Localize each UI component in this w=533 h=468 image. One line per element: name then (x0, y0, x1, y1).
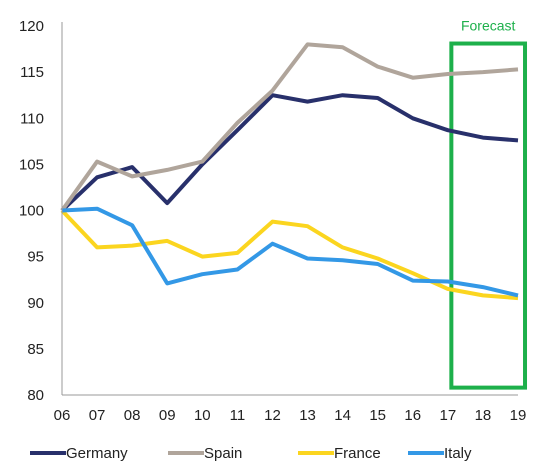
forecast-label: Forecast (461, 18, 516, 34)
series-line-italy (61, 206, 519, 298)
forecast-box (449, 41, 528, 390)
y-tick-label: 85 (27, 341, 44, 358)
x-tick-label: 17 (440, 407, 457, 424)
x-tick-label: 09 (159, 407, 176, 424)
axes: 80 85 90 95 100 105 110 115 120 06 07 08 09 10 11 12 13 1… (19, 18, 526, 424)
y-tick-label: 110 (20, 110, 44, 127)
series-layer (60, 42, 519, 301)
x-tick-label: 13 (299, 407, 316, 424)
x-tick-label: 07 (89, 407, 106, 424)
x-tick-label: 12 (264, 407, 281, 424)
x-tick-label: 15 (369, 407, 386, 424)
series-line-spain (60, 42, 519, 212)
legend-label-germany: Germany (66, 445, 128, 462)
x-tick-label: 18 (475, 407, 492, 424)
y-tick-label: 120 (19, 18, 44, 35)
x-tick-label: 08 (124, 407, 141, 424)
legend-label-france: France (334, 445, 381, 462)
x-tick-label: 16 (404, 407, 421, 424)
y-tick-label: 95 (27, 249, 44, 266)
x-tick-label: 14 (334, 407, 351, 424)
x-tick-label: 06 (54, 407, 71, 424)
x-tick-label: 10 (194, 407, 211, 424)
x-tick-label: 11 (230, 407, 246, 424)
y-tick-label: 90 (27, 295, 44, 312)
y-tick-label: 105 (19, 156, 44, 173)
series-line-germany (60, 93, 519, 212)
legend-label-italy: Italy (444, 445, 472, 462)
y-tick-label: 80 (27, 387, 44, 404)
y-tick-label: 115 (20, 64, 44, 81)
legend-label-spain: Spain (204, 445, 242, 462)
legend: Germany Spain France Italy (30, 445, 472, 462)
y-tick-label: 100 (19, 203, 44, 220)
forecast-annotation: Forecast (449, 18, 528, 390)
x-tick-label: 19 (510, 407, 527, 424)
series-line-france (60, 209, 519, 301)
